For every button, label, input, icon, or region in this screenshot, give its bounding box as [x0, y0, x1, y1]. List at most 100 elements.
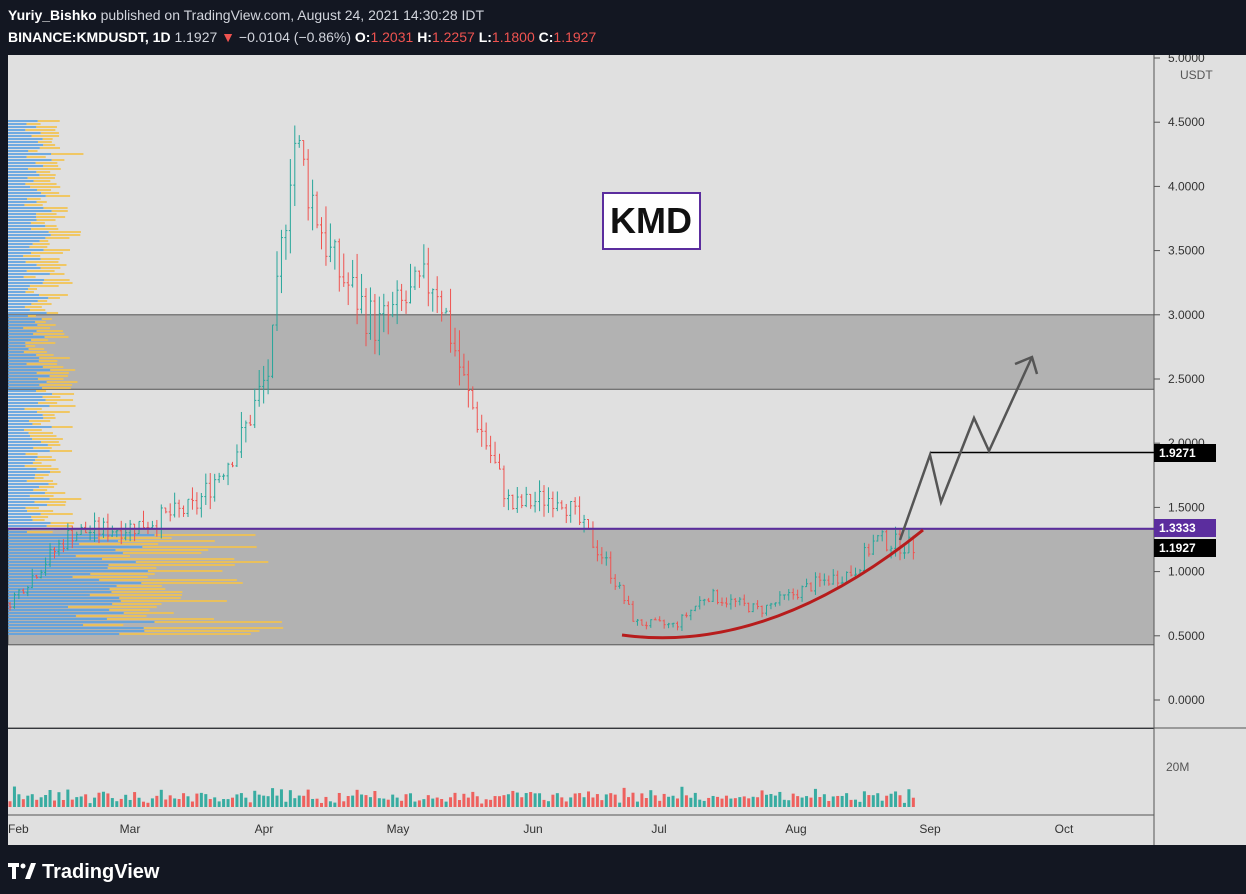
volume-bar	[346, 796, 350, 807]
volume-profile-bar	[107, 567, 157, 569]
volume-profile-bar	[40, 267, 61, 269]
volume-bar	[484, 799, 488, 807]
volume-bar	[217, 801, 221, 807]
volume-profile-bar	[8, 189, 38, 191]
price-axis[interactable]: 5.00004.50004.00003.50003.00002.50002.00…	[1154, 51, 1205, 707]
volume-profile-bar	[8, 471, 51, 473]
volume-profile-bar	[33, 447, 52, 449]
volume-bar	[635, 801, 639, 807]
volume-profile-bar	[8, 408, 25, 410]
price-axis-label: 1.5000	[1168, 500, 1205, 514]
price-chart[interactable]: 5.00004.50004.00003.50003.00002.50002.00…	[7, 51, 1246, 845]
volume-profile-bar	[8, 453, 26, 455]
volume-profile-bar	[48, 297, 60, 299]
volume-bar	[751, 796, 755, 807]
volume-profile-bar	[29, 435, 57, 437]
time-axis[interactable]: Feb Mar Apr May Jun Jul Aug Sep Oct	[8, 822, 1074, 836]
volume-profile-bar	[42, 396, 61, 398]
volume-profile-bar	[8, 246, 30, 248]
volume-profile-bar	[8, 243, 33, 245]
volume-profile-bar	[8, 204, 25, 206]
volume-profile-bar	[8, 495, 30, 497]
volume-profile-bar	[8, 594, 90, 596]
volume-profile-bar	[8, 153, 52, 155]
volume-bar	[911, 797, 915, 807]
volume-bar	[195, 793, 199, 807]
volume-bar	[738, 797, 742, 807]
volume-bar	[106, 793, 110, 807]
volume-bar	[186, 796, 190, 807]
volume-profile-bar	[8, 633, 120, 635]
volume-bar	[288, 790, 292, 807]
volume-profile-bar	[37, 324, 56, 326]
volume-bar	[293, 798, 297, 807]
volume-profile-bar	[8, 381, 47, 383]
volume-bar	[155, 795, 159, 807]
volume-bar	[142, 801, 145, 807]
volume-bar	[538, 793, 542, 807]
volume-bar	[146, 802, 150, 807]
price-axis-label: 1.0000	[1168, 565, 1205, 579]
volume-profile-bar	[39, 147, 60, 149]
volume-bar	[742, 796, 746, 807]
volume-profile-bar	[32, 462, 42, 464]
volume-profile-bar	[36, 213, 57, 215]
volume-bar	[231, 797, 234, 807]
volume-bar	[110, 798, 114, 807]
volume-profile-bar	[143, 627, 284, 629]
volume-bar	[707, 797, 711, 807]
volume-bar	[70, 799, 74, 807]
volume-profile-bar	[33, 333, 65, 335]
volume-bar	[680, 786, 684, 807]
volume-bar	[466, 797, 470, 807]
chart-area[interactable]: 5.0000 4.5000 4.0000 3.5000 3.0000 2.5000 2.00…	[7, 51, 1246, 845]
down-arrow-icon: ▼	[221, 29, 236, 45]
volume-profile-bar	[75, 615, 147, 617]
volume-bar	[275, 795, 279, 807]
volume-profile-bar	[8, 537, 99, 539]
volume-profile-bar	[8, 249, 44, 251]
volume-profile-bar	[8, 135, 32, 137]
volume-bar	[182, 793, 186, 807]
volume-bar	[609, 793, 613, 807]
volume-bar	[48, 790, 52, 807]
volume-bar	[226, 799, 230, 807]
volume-bar	[279, 789, 283, 807]
publish-info: published on TradingView.com, August 24,…	[100, 7, 485, 23]
volume-bars	[8, 786, 915, 807]
volume-bar	[529, 792, 533, 807]
volume-profile-bar	[8, 363, 27, 365]
volume-profile-bar	[8, 159, 52, 161]
volume-profile-bar	[8, 468, 37, 470]
publish-line: Yuriy_Bishko published on TradingView.co…	[8, 4, 596, 26]
volume-profile-bar	[45, 399, 74, 401]
volume-bar	[845, 793, 849, 807]
volume-bar	[128, 799, 132, 807]
volume-bar	[315, 798, 319, 807]
volume-profile-bar	[8, 567, 108, 569]
volume-bar	[119, 798, 123, 807]
volume-profile-bar	[40, 513, 73, 515]
volume-bar	[827, 800, 831, 807]
volume-profile-bar	[28, 168, 61, 170]
tradingview-footer[interactable]: TradingView	[8, 852, 159, 892]
volume-bar	[840, 795, 844, 807]
symbol-line: BINANCE:KMDUSDT, 1D 1.1927 ▼ −0.0104 (−0…	[8, 26, 596, 48]
volume-profile-bar	[41, 318, 52, 320]
volume-bar	[551, 794, 555, 807]
volume-profile-bar	[8, 342, 26, 344]
volume-profile-bar	[8, 435, 30, 437]
volume-bar	[854, 799, 857, 807]
volume-profile-bar	[49, 273, 65, 275]
volume-profile-bar	[8, 183, 26, 185]
author-name[interactable]: Yuriy_Bishko	[8, 7, 97, 23]
current-price-tag: 1.1927	[1154, 539, 1216, 557]
volume-profile-bar	[8, 192, 42, 194]
time-axis-label: May	[387, 822, 410, 836]
price-axis-label: 0.5000	[1168, 629, 1205, 643]
volume-bar	[355, 789, 359, 807]
volume-bar	[716, 796, 720, 807]
volume-profile-bar	[8, 423, 33, 425]
volume-profile-bar	[8, 393, 53, 395]
volume-bar	[93, 797, 97, 807]
